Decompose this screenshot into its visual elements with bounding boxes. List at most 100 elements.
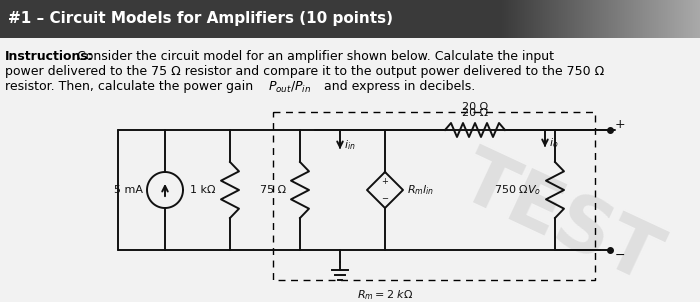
Bar: [566, 0, 567, 38]
Bar: [505, 0, 506, 38]
Bar: [657, 0, 658, 38]
Bar: [542, 0, 543, 38]
Bar: [643, 0, 644, 38]
Bar: [568, 0, 569, 38]
Bar: [684, 0, 685, 38]
Bar: [673, 0, 674, 38]
Bar: [525, 0, 526, 38]
Bar: [671, 0, 672, 38]
Bar: [606, 0, 607, 38]
Bar: [541, 0, 542, 38]
Bar: [656, 0, 657, 38]
Bar: [555, 0, 556, 38]
Bar: [600, 0, 601, 38]
Bar: [576, 0, 577, 38]
Bar: [516, 0, 517, 38]
Bar: [693, 0, 694, 38]
Bar: [581, 0, 582, 38]
Bar: [631, 0, 632, 38]
Bar: [655, 0, 656, 38]
Bar: [523, 0, 524, 38]
Bar: [608, 0, 609, 38]
Bar: [589, 0, 590, 38]
Bar: [518, 0, 519, 38]
Bar: [624, 0, 625, 38]
Text: $R_m = 2\ k\Omega$: $R_m = 2\ k\Omega$: [357, 288, 413, 302]
Bar: [664, 0, 665, 38]
Text: 20 Ω: 20 Ω: [462, 108, 488, 118]
Text: −: −: [615, 249, 626, 262]
Bar: [514, 0, 515, 38]
Bar: [616, 0, 617, 38]
Bar: [687, 0, 688, 38]
Bar: [633, 0, 634, 38]
Bar: [667, 0, 668, 38]
Bar: [595, 0, 596, 38]
Bar: [551, 0, 552, 38]
Bar: [524, 0, 525, 38]
Text: 75 Ω: 75 Ω: [260, 185, 286, 195]
Bar: [630, 0, 631, 38]
Bar: [586, 0, 587, 38]
Bar: [578, 0, 579, 38]
Bar: [612, 0, 613, 38]
Text: $P_{out}/P_{in}$: $P_{out}/P_{in}$: [268, 80, 312, 95]
Bar: [502, 0, 503, 38]
Bar: [572, 0, 573, 38]
Bar: [558, 0, 559, 38]
Bar: [544, 0, 545, 38]
Bar: [610, 0, 611, 38]
Bar: [580, 0, 581, 38]
Bar: [604, 0, 605, 38]
Bar: [508, 0, 509, 38]
Bar: [691, 0, 692, 38]
Bar: [675, 0, 676, 38]
Bar: [645, 0, 646, 38]
Bar: [521, 0, 522, 38]
Bar: [652, 0, 653, 38]
Bar: [621, 0, 622, 38]
Bar: [623, 0, 624, 38]
Text: and express in decibels.: and express in decibels.: [320, 80, 475, 93]
Bar: [618, 0, 619, 38]
Bar: [636, 0, 637, 38]
Bar: [546, 0, 547, 38]
Bar: [672, 0, 673, 38]
Bar: [663, 0, 664, 38]
Text: power delivered to the 75 Ω resistor and compare it to the output power delivere: power delivered to the 75 Ω resistor and…: [5, 65, 604, 78]
Bar: [579, 0, 580, 38]
Bar: [592, 0, 593, 38]
Bar: [507, 0, 508, 38]
Bar: [537, 0, 538, 38]
Bar: [647, 0, 648, 38]
Bar: [695, 0, 696, 38]
Bar: [575, 0, 576, 38]
Bar: [504, 0, 505, 38]
Bar: [651, 0, 652, 38]
Bar: [0, 0, 700, 38]
Bar: [694, 0, 695, 38]
Bar: [513, 0, 514, 38]
Bar: [679, 0, 680, 38]
Bar: [553, 0, 554, 38]
Text: TEST: TEST: [449, 142, 671, 298]
Bar: [669, 0, 670, 38]
Bar: [536, 0, 537, 38]
Bar: [599, 0, 600, 38]
Bar: [620, 0, 621, 38]
Bar: [547, 0, 548, 38]
Bar: [593, 0, 594, 38]
Bar: [653, 0, 654, 38]
Bar: [559, 0, 560, 38]
Bar: [690, 0, 691, 38]
Bar: [561, 0, 562, 38]
Bar: [506, 0, 507, 38]
Bar: [603, 0, 604, 38]
Bar: [560, 0, 561, 38]
Bar: [533, 0, 534, 38]
Bar: [562, 0, 563, 38]
Bar: [661, 0, 662, 38]
Bar: [696, 0, 697, 38]
Text: 20 Ω: 20 Ω: [462, 102, 488, 112]
Bar: [619, 0, 620, 38]
